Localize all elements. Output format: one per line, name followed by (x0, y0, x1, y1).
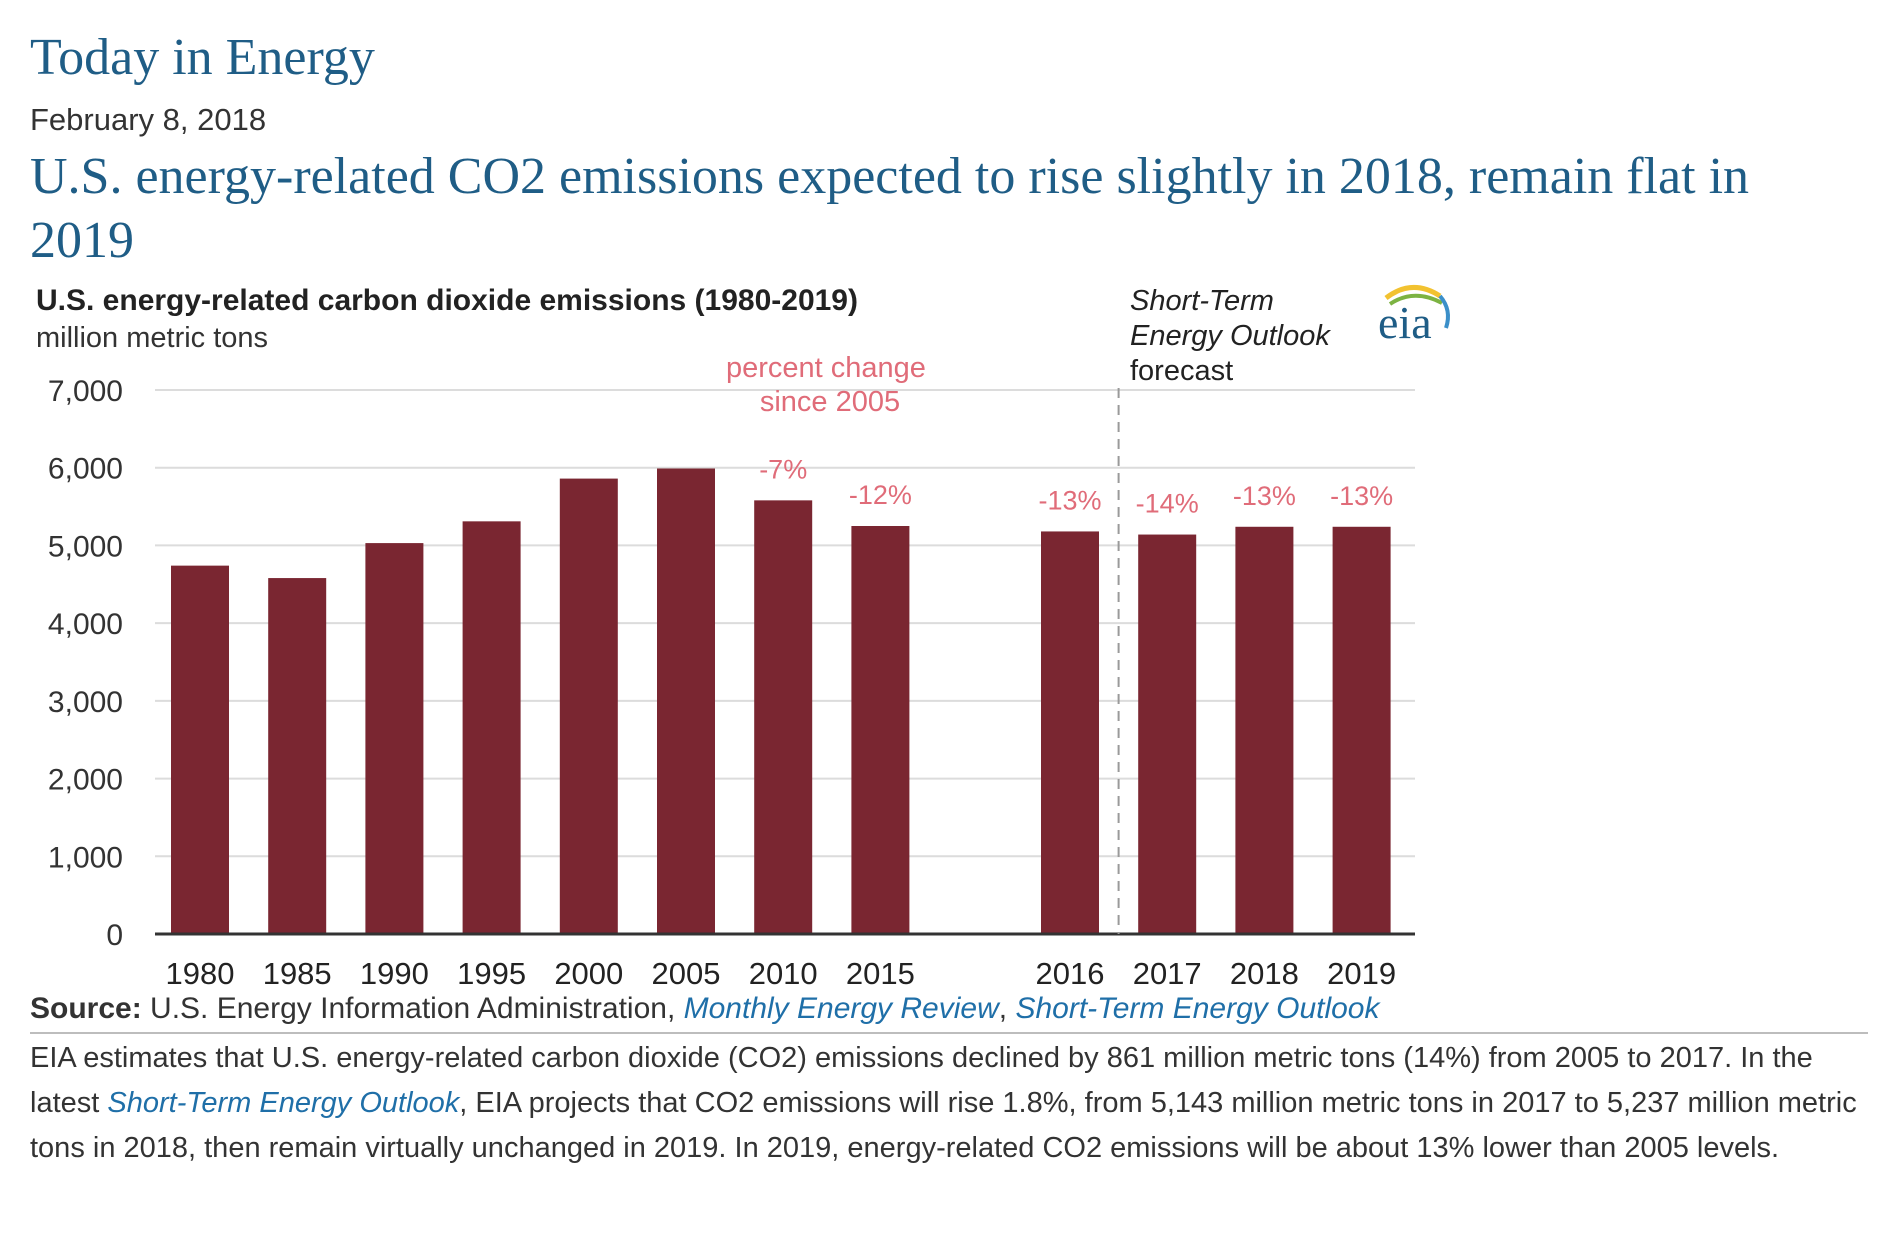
bar-2017 (1138, 534, 1197, 934)
bar-2010 (754, 500, 813, 934)
x-tick-label: 2000 (554, 956, 623, 990)
percent-change-label: -7% (759, 454, 807, 484)
bar-1995 (462, 521, 521, 934)
x-tick-label: 2018 (1230, 956, 1299, 990)
paragraph-part1: EIA estimates that U.S. energy-related c… (30, 1042, 1813, 1119)
bars (171, 468, 1391, 934)
article-headline: U.S. energy-related CO2 emissions expect… (30, 148, 1750, 269)
x-tick-label: 1995 (457, 956, 526, 990)
percent-change-label: -14% (1136, 489, 1199, 519)
x-tick-label: 2010 (749, 956, 818, 990)
x-tick-label: 2019 (1327, 956, 1396, 990)
eia-logo-arc-blue (1438, 294, 1450, 329)
x-tick-label: 1990 (360, 956, 429, 990)
forecast-annotation-line2: Energy Outlook (1130, 320, 1331, 352)
y-tick-label: 3,000 (48, 686, 123, 719)
eia-logo: eia (1378, 285, 1450, 348)
divider (30, 1032, 1868, 1034)
y-axis-unit-label: million metric tons (36, 322, 268, 354)
x-tick-label: 2005 (652, 956, 721, 990)
percent-change-label: -13% (1233, 481, 1296, 511)
bar-2018 (1235, 526, 1294, 934)
chart-title: U.S. energy-related carbon dioxide emiss… (36, 284, 858, 317)
article-paragraph: EIA estimates that U.S. energy-related c… (30, 1036, 1875, 1171)
source-text: U.S. Energy Information Administration, (150, 992, 676, 1025)
x-tick-label: 2016 (1036, 956, 1105, 990)
bar-1985 (268, 578, 327, 934)
x-tick-label: 2015 (846, 956, 915, 990)
source-separator: , (998, 992, 1008, 1025)
percent-change-annotation-line1: percent change (726, 352, 926, 384)
percent-change-annotation-line2: since 2005 (760, 386, 900, 418)
bar-2016 (1041, 531, 1099, 934)
percent-change-label: -12% (849, 480, 912, 510)
monthly-energy-review-link[interactable]: Monthly Energy Review (683, 992, 999, 1025)
source-line: Source: U.S. Energy Information Administ… (30, 992, 1380, 1026)
publish-date: February 8, 2018 (30, 102, 267, 137)
paragraph-part2: , EIA projects that CO2 emissions will r… (30, 1087, 1857, 1164)
percent-change-label: -13% (1330, 481, 1393, 511)
y-tick-label: 5,000 (48, 530, 123, 563)
steo-paragraph-link[interactable]: Short-Term Energy Outlook (107, 1087, 460, 1119)
forecast-annotation-line1: Short-Term (1130, 285, 1274, 317)
emissions-bar-chart: U.S. energy-related carbon dioxide emiss… (36, 284, 1450, 990)
section-title: Today in Energy (30, 29, 375, 86)
bar-2000 (559, 478, 618, 934)
y-tick-label: 6,000 (48, 453, 123, 486)
eia-logo-arc-green (1388, 293, 1443, 306)
x-axis-ticks: 1980 1985 1990 1995 2000 2005 2010 2015 2016 2017… (166, 956, 1397, 990)
forecast-annotation: Short-Term Energy Outlook forecast (1130, 285, 1338, 387)
percent-change-labels: -7% -12% -13% -14% -13% -13% (759, 454, 1393, 518)
y-tick-label: 1,000 (48, 841, 123, 874)
x-tick-label: 1980 (166, 956, 235, 990)
eia-logo-text: eia (1378, 297, 1432, 348)
percent-change-annotation: percent change since 2005 (726, 352, 934, 418)
x-tick-label: 1985 (263, 956, 332, 990)
bar-2005 (657, 468, 715, 934)
bar-2019 (1332, 526, 1391, 934)
x-tick-label: 2017 (1133, 956, 1202, 990)
forecast-annotation-line3: forecast (1130, 355, 1233, 387)
bar-1990 (365, 543, 424, 934)
steo-source-link[interactable]: Short-Term Energy Outlook (1015, 992, 1380, 1025)
y-tick-label: 7,000 (48, 375, 123, 408)
bar-2015 (851, 526, 910, 934)
y-tick-label: 4,000 (48, 608, 123, 641)
y-tick-label: 0 (106, 919, 123, 952)
eia-logo-arc-yellow (1384, 285, 1442, 301)
source-label: Source: (30, 992, 142, 1025)
bar-1980 (171, 565, 229, 934)
percent-change-label: -13% (1038, 485, 1101, 515)
y-tick-label: 2,000 (48, 764, 123, 797)
y-axis-ticks: 0 1,000 2,000 3,000 4,000 5,000 6,000 7,000 (48, 375, 123, 952)
